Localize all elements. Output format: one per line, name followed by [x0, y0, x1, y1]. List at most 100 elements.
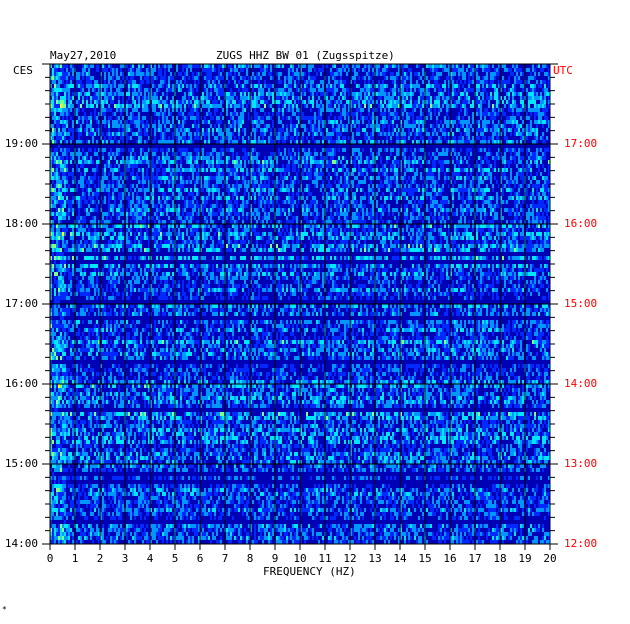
spectrogram-cell	[382, 88, 384, 92]
spectrogram-cell	[452, 96, 454, 100]
spectrogram-cell	[66, 108, 68, 112]
spectrogram-cell	[406, 84, 408, 88]
spectrogram-cell	[464, 180, 466, 184]
spectrogram-cell	[366, 92, 368, 96]
spectrogram-cell	[290, 184, 292, 188]
spectrogram-cell	[172, 160, 174, 164]
spectrogram-cell	[468, 136, 470, 140]
spectrogram-cell	[178, 188, 180, 192]
spectrogram-cell	[330, 176, 332, 180]
spectrogram-cell	[180, 108, 182, 112]
spectrogram-cell	[290, 68, 292, 72]
spectrogram-cell	[496, 140, 498, 144]
spectrogram-cell	[58, 80, 60, 84]
spectrogram-cell	[114, 196, 116, 200]
spectrogram-cell	[62, 128, 64, 132]
spectrogram-cell	[132, 184, 134, 188]
spectrogram-cell	[378, 132, 380, 136]
spectrogram-cell	[294, 112, 296, 116]
spectrogram-cell	[256, 168, 258, 172]
spectrogram-cell	[192, 108, 194, 112]
spectrogram-cell	[194, 148, 196, 152]
spectrogram-cell	[284, 100, 286, 104]
spectrogram-cell	[186, 84, 188, 88]
spectrogram-cell	[352, 120, 354, 124]
spectrogram-cell	[422, 72, 424, 76]
spectrogram-cell	[60, 100, 62, 104]
spectrogram-cell	[218, 176, 220, 180]
spectrogram-cell	[410, 92, 412, 96]
spectrogram-cell	[102, 92, 104, 96]
spectrogram-cell	[58, 184, 60, 188]
spectrogram-cell	[144, 180, 146, 184]
spectrogram-cell	[212, 192, 214, 196]
spectrogram-cell	[362, 116, 364, 120]
spectrogram-cell	[376, 84, 378, 88]
spectrogram-cell	[496, 136, 498, 140]
spectrogram-cell	[202, 168, 204, 172]
spectrogram-cell	[116, 176, 118, 180]
spectrogram-cell	[228, 92, 230, 96]
spectrogram-cell	[406, 180, 408, 184]
spectrogram-cell	[278, 120, 280, 124]
spectrogram-cell	[84, 128, 86, 132]
spectrogram-cell	[502, 80, 504, 84]
spectrogram-cell	[354, 152, 356, 156]
spectrogram-cell	[170, 76, 172, 80]
spectrogram-cell	[94, 96, 96, 100]
spectrogram-cell	[318, 124, 320, 128]
spectrogram-cell	[116, 152, 118, 156]
spectrogram-cell	[468, 80, 470, 84]
spectrogram-cell	[76, 92, 78, 96]
spectrogram-cell	[120, 80, 122, 84]
spectrogram-cell	[246, 80, 248, 84]
spectrogram-cell	[78, 180, 80, 184]
spectrogram-cell	[276, 96, 278, 100]
spectrogram-cell	[408, 136, 410, 140]
spectrogram-cell	[180, 72, 182, 76]
spectrogram-cell	[358, 148, 360, 152]
spectrogram-cell	[406, 96, 408, 100]
spectrogram-cell	[88, 160, 90, 164]
spectrogram-cell	[262, 160, 264, 164]
spectrogram-cell	[94, 184, 96, 188]
spectrogram-cell	[504, 164, 506, 168]
spectrogram-cell	[518, 152, 520, 156]
spectrogram-cell	[122, 96, 124, 100]
spectrogram-cell	[536, 132, 538, 136]
spectrogram-cell	[64, 192, 66, 196]
spectrogram-cell	[254, 116, 256, 120]
spectrogram-cell	[376, 68, 378, 72]
spectrogram-cell	[104, 72, 106, 76]
spectrogram-cell	[408, 104, 410, 108]
spectrogram-cell	[86, 180, 88, 184]
spectrogram-cell	[312, 64, 314, 68]
spectrogram-cell	[232, 68, 234, 72]
spectrogram-cell	[496, 132, 498, 136]
spectrogram-cell	[168, 120, 170, 124]
spectrogram-cell	[442, 68, 444, 72]
spectrogram-cell	[282, 64, 284, 68]
spectrogram-cell	[278, 76, 280, 80]
spectrogram-cell	[404, 104, 406, 108]
spectrogram-cell	[392, 128, 394, 132]
spectrogram-cell	[162, 80, 164, 84]
spectrogram-cell	[308, 192, 310, 196]
spectrogram-cell	[366, 88, 368, 92]
spectrogram-cell	[392, 148, 394, 152]
spectrogram-cell	[428, 96, 430, 100]
spectrogram-cell	[430, 96, 432, 100]
spectrogram-cell	[278, 180, 280, 184]
spectrogram-cell	[482, 112, 484, 116]
spectrogram-cell	[230, 104, 232, 108]
spectrogram-cell	[106, 120, 108, 124]
spectrogram-cell	[284, 136, 286, 140]
spectrogram-cell	[226, 156, 228, 160]
spectrogram-cell	[94, 84, 96, 88]
spectrogram-cell	[460, 168, 462, 172]
spectrogram-cell	[394, 160, 396, 164]
spectrogram-cell	[404, 156, 406, 160]
spectrogram-cell	[360, 104, 362, 108]
spectrogram-cell	[460, 160, 462, 164]
spectrogram-cell	[172, 136, 174, 140]
